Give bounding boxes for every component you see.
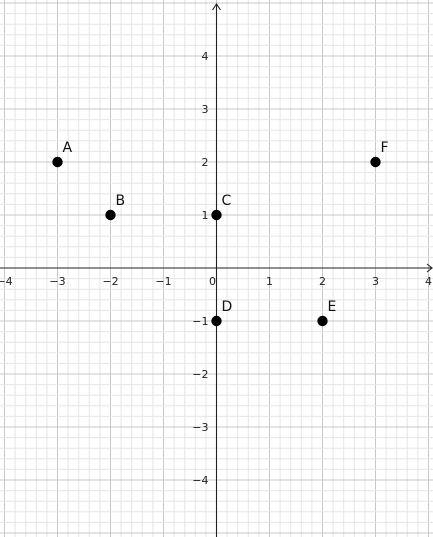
point-label-b: B (116, 193, 126, 209)
y-tick-label: 4 (202, 50, 209, 63)
x-tick-label: −2 (102, 275, 118, 288)
x-tick-label: 4 (425, 275, 432, 288)
x-tick-label: 3 (372, 275, 379, 288)
y-tick-label: 1 (202, 209, 209, 222)
point-e (317, 315, 328, 327)
y-axis-arrow-icon (212, 3, 221, 11)
point-a (52, 156, 63, 168)
point-b (105, 209, 116, 221)
x-tick-label: 0 (209, 275, 216, 288)
x-axis-arrow-icon (426, 263, 433, 273)
y-tick-label: −1 (192, 315, 208, 328)
point-label-e: E (328, 299, 337, 315)
point-label-f: F (381, 140, 389, 156)
point-label-c: C (222, 193, 232, 209)
y-tick-label: 2 (202, 156, 209, 169)
x-tick-label: −4 (0, 275, 13, 288)
axes (0, 3, 433, 537)
y-tick-label: −2 (192, 368, 208, 381)
x-tick-label: 2 (319, 275, 326, 288)
point-label-d: D (222, 299, 233, 315)
point-d (211, 315, 222, 327)
point-c (211, 209, 222, 221)
points: A B C D E F (52, 140, 389, 327)
point-f (370, 156, 381, 168)
x-tick-label: −3 (49, 275, 65, 288)
x-tick-label: 1 (266, 275, 273, 288)
x-tick-label: −1 (155, 275, 171, 288)
y-tick-label: −3 (192, 421, 208, 434)
y-tick-label: −4 (192, 474, 208, 487)
tick-labels: −4 −3 −2 −1 0 1 2 3 4 −4 −3 −2 −1 1 2 3 4 (0, 50, 432, 487)
y-tick-label: 3 (202, 103, 209, 116)
point-label-a: A (63, 140, 73, 156)
